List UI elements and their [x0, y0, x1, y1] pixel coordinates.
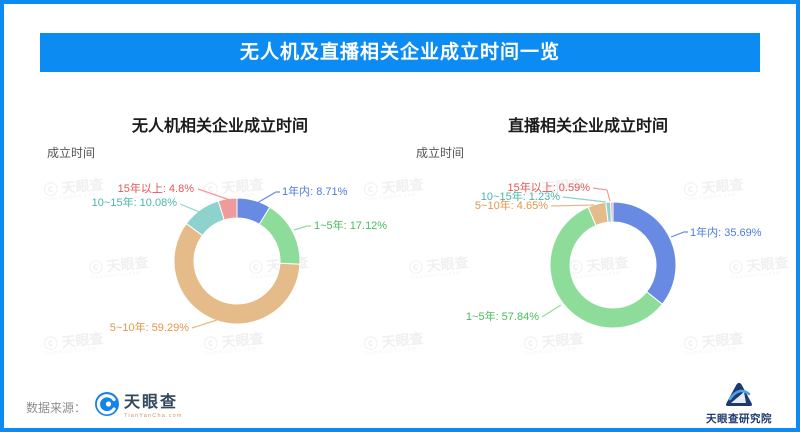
label-leader-line — [293, 225, 311, 231]
main-title: 无人机及直播相关企业成立时间一览 — [239, 42, 560, 63]
slice-label: 15年以上: 0.59% — [507, 180, 590, 194]
label-leader-line — [191, 319, 218, 329]
label-leader-line — [550, 204, 595, 207]
label-leader-line — [592, 187, 611, 202]
research-institute-brand: 天眼查研究院 — [697, 379, 781, 426]
label-leader-line — [197, 188, 231, 201]
donut-segment-15年以上[interactable] — [610, 201, 614, 223]
donut-segment-15年以上[interactable] — [217, 197, 238, 221]
main-title-bar: 无人机及直播相关企业成立时间一览 — [40, 33, 760, 72]
slice-label: 10~15年: 1.23% — [481, 189, 560, 203]
research-institute-name: 天眼查研究院 — [706, 413, 772, 425]
left-axis-hint: 成立时间 — [47, 146, 96, 160]
label-leader-line — [670, 231, 688, 238]
slice-label: 1年内: 8.71% — [282, 184, 348, 198]
right-chart-title: 直播相关企业成立时间 — [507, 118, 668, 135]
tianyancha-logo-text: 天眼查 — [124, 394, 179, 411]
data-source: 数据来源： 天眼查 TianYanCha.com — [26, 388, 183, 419]
tianyancha-logo-url: TianYanCha.com — [124, 413, 183, 419]
slice-label: 10~15年: 10.08% — [92, 195, 178, 209]
tianyancha-eye-icon — [95, 391, 120, 416]
slice-label: 5~10年: 59.29% — [110, 320, 189, 334]
slice-label: 15年以上: 4.8% — [118, 181, 195, 195]
label-leader-line — [541, 304, 562, 318]
donut-segment-1~5年[interactable] — [549, 206, 664, 329]
slice-label: 1~5年: 17.12% — [314, 218, 387, 232]
data-source-label: 数据来源： — [26, 401, 87, 415]
label-leader-line — [179, 203, 203, 214]
donut-segment-1年内[interactable] — [612, 201, 677, 305]
donut-segment-1~5年[interactable] — [258, 206, 301, 265]
donut-segment-5~10年[interactable] — [173, 222, 301, 325]
label-leader-line — [562, 196, 607, 203]
left-chart-title: 无人机相关企业成立时间 — [131, 118, 308, 135]
donut-charts-canvas: 1年内: 8.71% 1~5年: 17.12% 5~10年: 59.29% 10~15… — [92, 180, 762, 334]
slice-label: 5~10年: 4.65% — [475, 198, 548, 212]
right-axis-hint: 成立时间 — [416, 146, 465, 160]
slice-label: 1~5年: 57.84% — [466, 309, 539, 323]
research-institute-icon — [726, 382, 752, 406]
label-leader-line — [256, 191, 280, 204]
slice-label: 1年内: 35.69% — [690, 225, 762, 239]
tianyancha-logo: 天眼查 TianYanCha.com — [94, 388, 183, 419]
